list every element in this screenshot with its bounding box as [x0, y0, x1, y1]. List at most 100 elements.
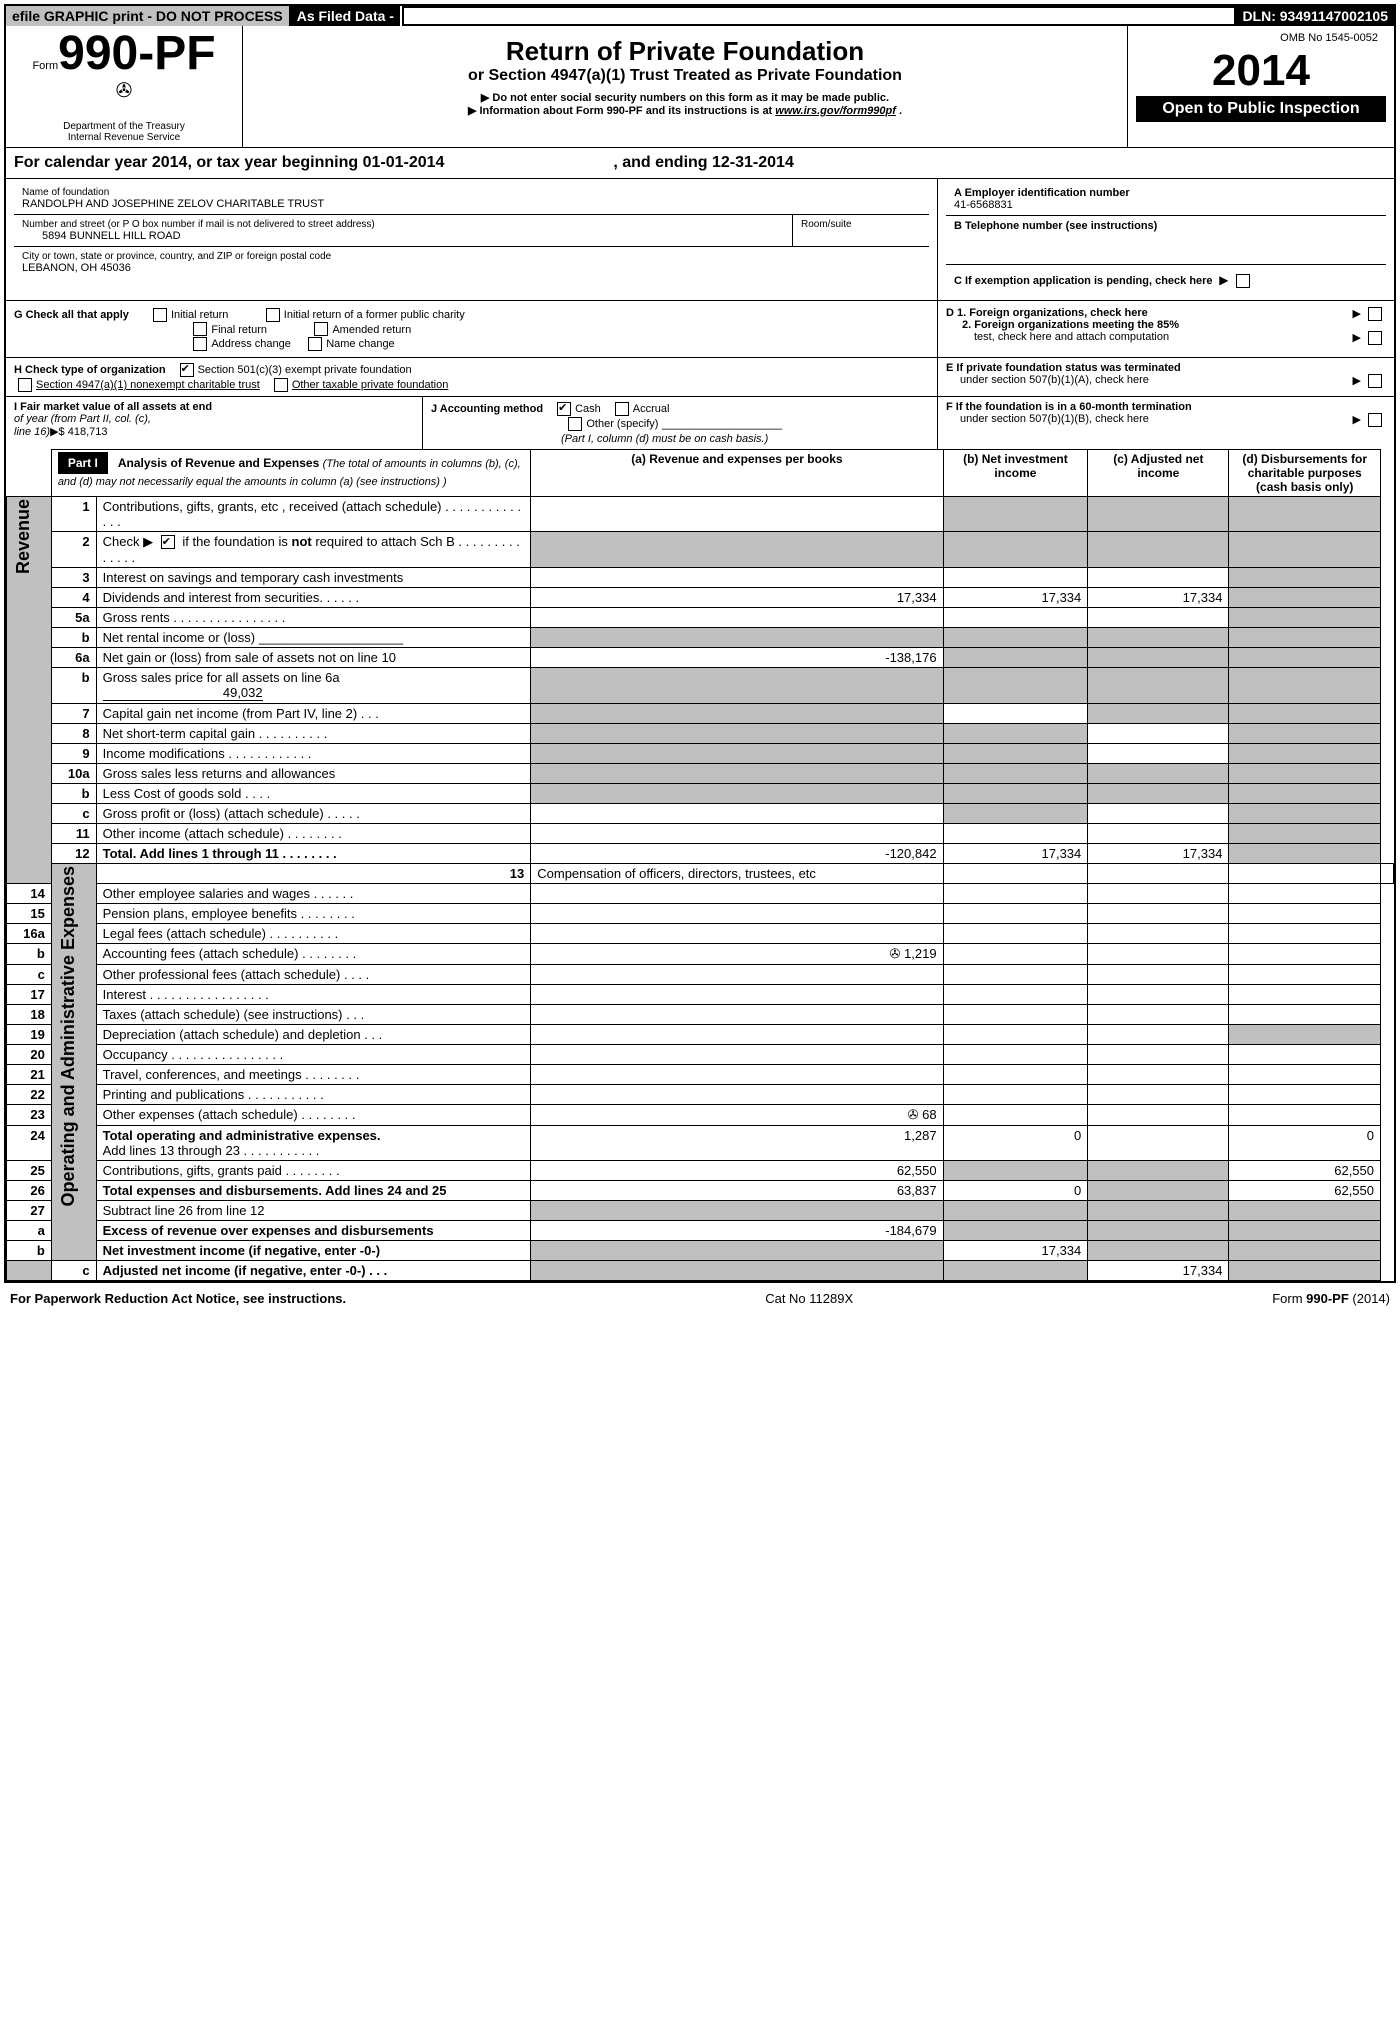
c-label: C If exemption application is pending, c… — [954, 275, 1213, 287]
asfiled-blank — [403, 7, 1235, 25]
l25a: 62,550 — [531, 1160, 943, 1180]
l12a: -120,842 — [531, 843, 943, 863]
l27c-v: 17,334 — [1088, 1260, 1229, 1280]
c-checkbox[interactable] — [1236, 274, 1250, 288]
l22: Printing and publications . . . . . . . … — [96, 1084, 531, 1104]
addr-label: Number and street (or P O box number if … — [22, 219, 784, 230]
l12c: 17,334 — [1088, 843, 1229, 863]
j-o2: Accrual — [633, 403, 670, 415]
l20: Occupancy . . . . . . . . . . . . . . . … — [96, 1044, 531, 1064]
g-label: G Check all that apply — [14, 309, 129, 321]
d1: D 1. Foreign organizations, check here — [946, 307, 1148, 319]
info-line: Information about Form 990-PF and its in… — [251, 104, 1119, 117]
g-amended-cb[interactable] — [314, 322, 328, 336]
cal-begin: For calendar year 2014, or tax year begi… — [14, 154, 444, 171]
h-e-row: H Check type of organization Section 501… — [6, 357, 1394, 396]
h-4947-cb[interactable] — [18, 378, 32, 392]
info-url[interactable]: www.irs.gov/form990pf — [775, 105, 896, 117]
l13: Compensation of officers, directors, tru… — [531, 863, 943, 883]
d2-cb[interactable] — [1368, 331, 1382, 345]
l23-v: 68 — [922, 1107, 936, 1122]
calendar-line: For calendar year 2014, or tax year begi… — [6, 147, 1394, 178]
a-label: A Employer identification number — [954, 187, 1378, 199]
l24: Total operating and administrative expen… — [96, 1125, 531, 1160]
l18: Taxes (attach schedule) (see instruction… — [96, 1004, 531, 1024]
irs: Internal Revenue Service — [14, 132, 234, 143]
h-other-cb[interactable] — [274, 378, 288, 392]
j-other-cb[interactable] — [568, 417, 582, 431]
l24b: 0 — [943, 1125, 1088, 1160]
e-cb[interactable] — [1368, 374, 1382, 388]
d1-cb[interactable] — [1368, 307, 1382, 321]
f-cb[interactable] — [1368, 413, 1382, 427]
l9: Income modifications . . . . . . . . . .… — [96, 743, 531, 763]
l8: Net short-term capital gain . . . . . . … — [96, 723, 531, 743]
l12: Total. Add lines 1 through 11 . . . . . … — [96, 843, 531, 863]
efile-label: efile GRAPHIC print - DO NOT PROCESS — [6, 6, 291, 26]
g-o2: Initial return of a former public charit… — [284, 309, 465, 321]
ope-side: Operating and Administrative Expenses — [51, 863, 96, 1260]
h-block: H Check type of organization Section 501… — [6, 358, 938, 396]
l17: Interest . . . . . . . . . . . . . . . .… — [96, 984, 531, 1004]
col-d: (d) Disbursements for charitable purpose… — [1229, 449, 1381, 496]
omb: OMB No 1545-0052 — [1136, 30, 1386, 46]
l24d: 0 — [1229, 1125, 1381, 1160]
i-val: $ 418,713 — [59, 426, 108, 438]
g-address-cb[interactable] — [193, 337, 207, 351]
ijf-row: I Fair market value of all assets at end… — [6, 396, 1394, 449]
l4: Dividends and interest from securities. … — [96, 587, 531, 607]
l5a: Gross rents . . . . . . . . . . . . . . … — [96, 607, 531, 627]
l16c: Other professional fees (attach schedule… — [96, 964, 531, 984]
g-d-row: G Check all that apply Initial return In… — [6, 300, 1394, 357]
g-name-cb[interactable] — [308, 337, 322, 351]
j-cash-cb[interactable] — [557, 402, 571, 416]
year-box: OMB No 1545-0052 2014 Open to Public Ins… — [1128, 26, 1394, 147]
g-o6: Name change — [326, 338, 395, 350]
j-label: J Accounting method — [431, 403, 543, 415]
f-block: F If the foundation is in a 60-month ter… — [938, 397, 1394, 449]
l1: Contributions, gifts, grants, etc , rece… — [96, 496, 531, 531]
f2: under section 507(b)(1)(B), check here — [960, 413, 1149, 425]
l7: Capital gain net income (from Part IV, l… — [96, 703, 531, 723]
part1-tag: Part I — [58, 452, 108, 474]
footer-mid: Cat No 11289X — [765, 1291, 853, 1306]
l16b: Accounting fees (attach schedule) . . . … — [96, 943, 531, 964]
subtitle: or Section 4947(a)(1) Trust Treated as P… — [251, 67, 1119, 85]
open-public: Open to Public Inspection — [1136, 96, 1386, 122]
g-final-cb[interactable] — [193, 322, 207, 336]
h-o1: Section 501(c)(3) exempt private foundat… — [198, 364, 412, 376]
g-initial-cb[interactable] — [153, 308, 167, 322]
title-box: Return of Private Foundation or Section … — [243, 26, 1128, 147]
l5b: Net rental income or (loss) ____________… — [96, 627, 531, 647]
l26b: 0 — [943, 1180, 1088, 1200]
l10b: Less Cost of goods sold . . . . — [96, 783, 531, 803]
l27c: Adjusted net income (if negative, enter … — [96, 1260, 531, 1280]
h-501c3-cb[interactable] — [180, 363, 194, 377]
j-accrual-cb[interactable] — [615, 402, 629, 416]
j-o3: Other (specify) — [586, 418, 658, 430]
i-b: of year (from Part II, col. (c), — [14, 413, 414, 425]
header-row: Form990-PF ✇ Department of the Treasury … — [6, 26, 1394, 147]
j-block: J Accounting method Cash Accrual Other (… — [423, 397, 938, 449]
l4b: 17,334 — [943, 587, 1088, 607]
g-o5: Address change — [211, 338, 291, 350]
l25: Contributions, gifts, grants paid . . . … — [96, 1160, 531, 1180]
g-initial-former-cb[interactable] — [266, 308, 280, 322]
g-o4: Amended return — [332, 324, 411, 336]
dln-label: DLN: — [1242, 8, 1275, 24]
l16b-v: 1,219 — [904, 946, 937, 961]
l16a: Legal fees (attach schedule) . . . . . .… — [96, 923, 531, 943]
l3: Interest on savings and temporary cash i… — [96, 567, 531, 587]
efile-bar: efile GRAPHIC print - DO NOT PROCESS As … — [6, 6, 1394, 26]
j-note: (Part I, column (d) must be on cash basi… — [431, 433, 768, 445]
h-o2: Section 4947(a)(1) nonexempt charitable … — [36, 379, 260, 391]
part1-title: Analysis of Revenue and Expenses — [118, 456, 319, 470]
revenue-side: Revenue — [7, 496, 52, 883]
identity-right: A Employer identification number 41-6568… — [937, 179, 1394, 300]
l2-cb[interactable] — [161, 535, 175, 549]
part1-table: Part I Analysis of Revenue and Expenses … — [6, 449, 1394, 1281]
d2b: test, check here and attach computation — [974, 331, 1169, 343]
h-label: H Check type of organization — [14, 364, 166, 376]
h-o3: Other taxable private foundation — [292, 379, 449, 391]
l10c: Gross profit or (loss) (attach schedule)… — [96, 803, 531, 823]
